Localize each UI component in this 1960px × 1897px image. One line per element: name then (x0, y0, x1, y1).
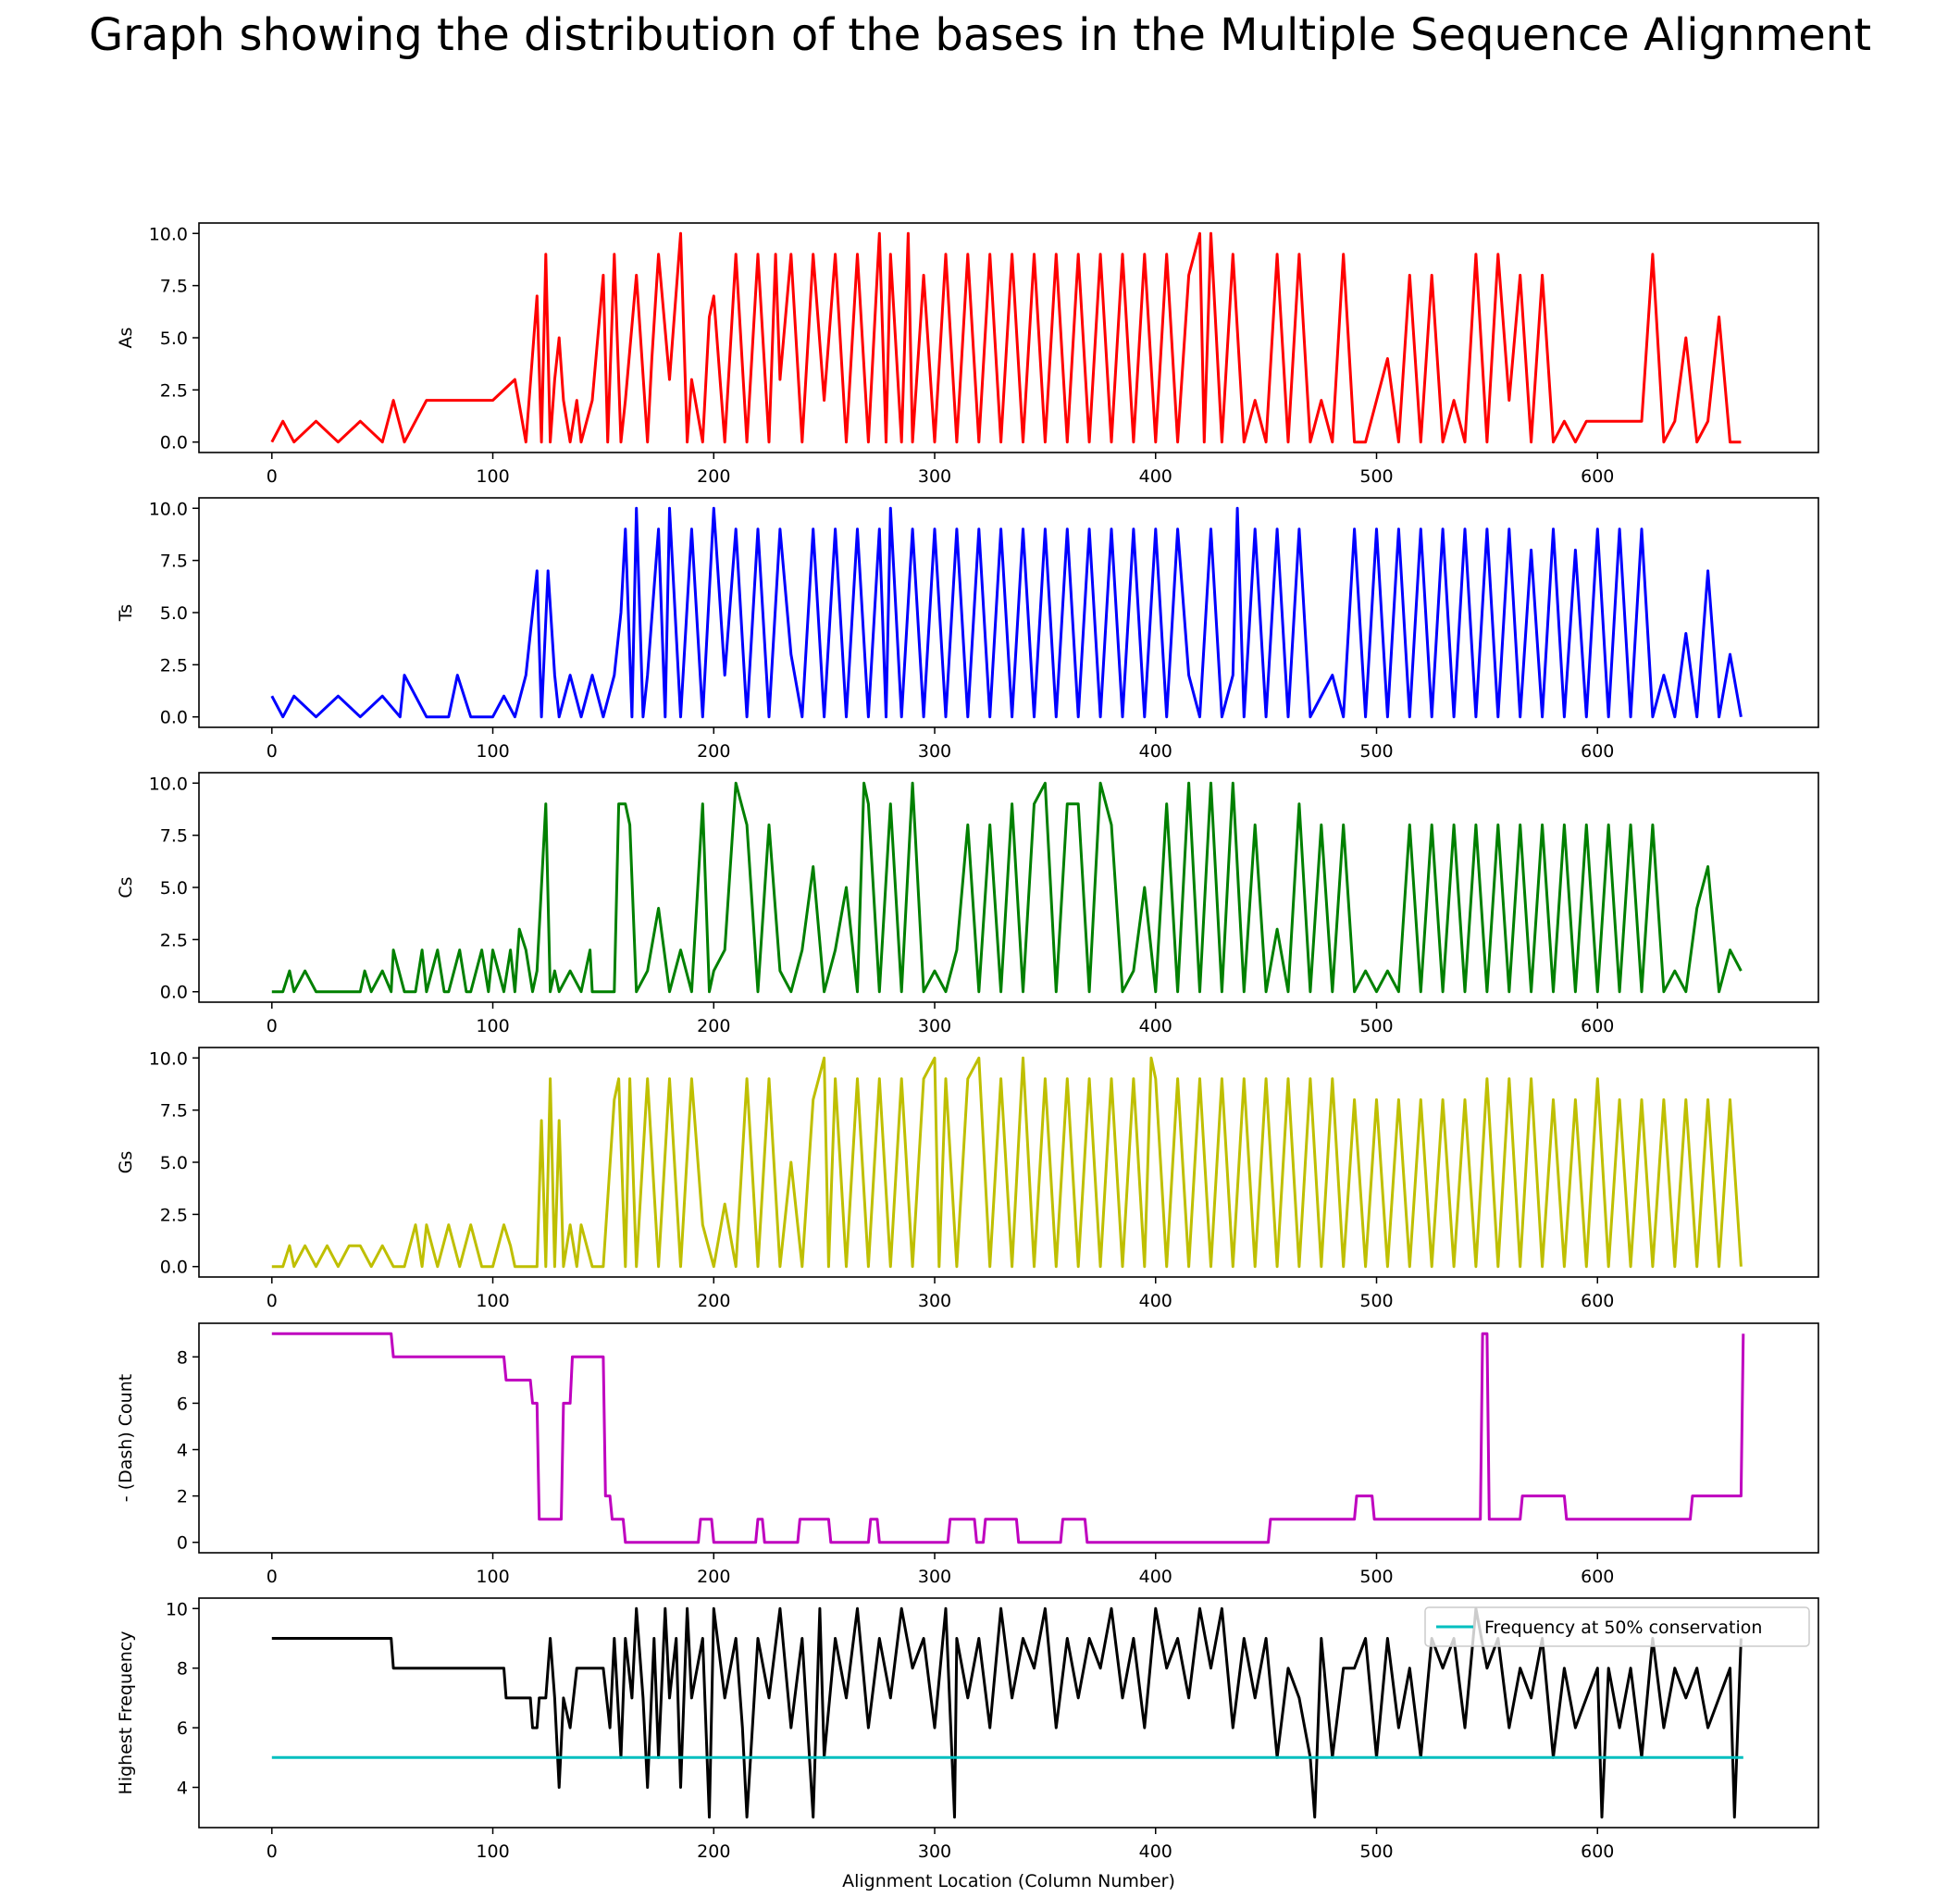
plot-frame-3 (198, 1047, 1819, 1278)
x-tick-label: 600 (1581, 1016, 1614, 1036)
x-tick-label: 100 (476, 1841, 509, 1862)
x-tick-label: 100 (476, 1567, 509, 1587)
x-tick-label: 600 (1581, 1841, 1614, 1862)
x-tick-label: 500 (1359, 741, 1393, 762)
legend-box (1424, 1606, 1810, 1647)
x-tick-label: 400 (1139, 1291, 1172, 1311)
y-tick-label: 5.0 (160, 603, 188, 624)
y-tick-label: 2 (177, 1487, 188, 1507)
plot-frame-1 (198, 497, 1819, 728)
x-tick-label: 0 (267, 1291, 278, 1311)
plot-frame-2 (198, 772, 1819, 1003)
y-tick-label: 5.0 (160, 1153, 188, 1173)
x-tick-label: 200 (697, 1841, 730, 1862)
x-tick-label: 500 (1359, 466, 1393, 487)
x-tick-label: 100 (476, 1291, 509, 1311)
series-line-1-0 (270, 506, 1743, 719)
y-tick-label: 7.5 (160, 277, 188, 297)
y-tick-label: 8 (177, 1347, 188, 1368)
figure-title: Graph showing the distribution of the ba… (88, 9, 1872, 61)
x-tick-label: 300 (918, 1841, 951, 1862)
y-tick-label: 7.5 (160, 1101, 188, 1122)
plot-frame-0 (198, 222, 1819, 453)
legend-label: Frequency at 50% conservation (1484, 1618, 1762, 1638)
x-tick-label: 0 (267, 1841, 278, 1862)
x-tick-label: 0 (267, 1567, 278, 1587)
x-tick-label: 200 (697, 466, 730, 487)
x-tick-label: 300 (918, 1016, 951, 1036)
x-tick-label: 300 (918, 1291, 951, 1311)
y-axis-title: Cs (116, 876, 136, 898)
y-axis-title: Gs (116, 1151, 136, 1174)
y-tick-label: 2.5 (160, 655, 188, 676)
plot-frame-4 (198, 1322, 1819, 1554)
x-tick-label: 400 (1139, 741, 1172, 762)
series-line-2-0 (271, 781, 1743, 994)
series-line-5-0 (271, 1606, 1743, 1819)
x-tick-label: 200 (697, 1016, 730, 1036)
y-tick-label: 0.0 (160, 433, 188, 453)
y-tick-label: 7.5 (160, 552, 188, 572)
series-line-4-0 (271, 1332, 1745, 1544)
plot-frame-5 (198, 1597, 1819, 1829)
y-tick-label: 10.0 (149, 774, 188, 794)
x-tick-label: 600 (1581, 466, 1614, 487)
x-tick-label: 200 (697, 1567, 730, 1587)
x-tick-label: 300 (918, 1567, 951, 1587)
y-tick-label: 4 (177, 1779, 188, 1799)
y-tick-label: 6 (177, 1394, 188, 1414)
x-tick-label: 500 (1359, 1291, 1393, 1311)
x-tick-label: 0 (267, 741, 278, 762)
x-tick-label: 400 (1139, 466, 1172, 487)
x-tick-label: 300 (918, 466, 951, 487)
x-tick-label: 100 (476, 466, 509, 487)
y-tick-label: 0.0 (160, 983, 188, 1003)
series-line-3-0 (271, 1056, 1743, 1269)
x-axis-title: Alignment Location (Column Number) (842, 1871, 1175, 1891)
y-tick-label: 0 (177, 1533, 188, 1554)
x-tick-label: 600 (1581, 1291, 1614, 1311)
x-tick-label: 500 (1359, 1016, 1393, 1036)
x-tick-label: 500 (1359, 1841, 1393, 1862)
y-tick-label: 10.0 (149, 1048, 188, 1069)
y-tick-label: 0.0 (160, 1258, 188, 1278)
x-tick-label: 500 (1359, 1567, 1393, 1587)
y-tick-label: 7.5 (160, 826, 188, 847)
x-tick-label: 0 (267, 466, 278, 487)
y-tick-label: 6 (177, 1718, 188, 1739)
y-tick-label: 2.5 (160, 1205, 188, 1225)
y-tick-label: 10.0 (149, 499, 188, 519)
x-tick-label: 100 (476, 741, 509, 762)
x-tick-label: 400 (1139, 1016, 1172, 1036)
x-tick-label: 200 (697, 1291, 730, 1311)
y-tick-label: 0.0 (160, 708, 188, 728)
y-axis-title: As (116, 328, 136, 349)
y-axis-title: Ts (116, 604, 136, 622)
x-tick-label: 200 (697, 741, 730, 762)
y-tick-label: 10.0 (149, 224, 188, 244)
x-tick-label: 400 (1139, 1841, 1172, 1862)
y-tick-label: 8 (177, 1659, 188, 1680)
y-axis-title: Highest Frequency (116, 1631, 136, 1795)
x-tick-label: 0 (267, 1016, 278, 1036)
x-tick-label: 600 (1581, 741, 1614, 762)
x-tick-label: 300 (918, 741, 951, 762)
x-tick-label: 600 (1581, 1567, 1614, 1587)
series-line-0-0 (270, 231, 1742, 444)
x-tick-label: 100 (476, 1016, 509, 1036)
y-tick-label: 2.5 (160, 380, 188, 401)
y-axis-title: - (Dash) Count (116, 1374, 136, 1502)
y-tick-label: 5.0 (160, 878, 188, 899)
y-tick-label: 4 (177, 1441, 188, 1461)
y-tick-label: 10 (166, 1599, 188, 1619)
y-tick-label: 2.5 (160, 930, 188, 950)
x-tick-label: 400 (1139, 1567, 1172, 1587)
y-tick-label: 5.0 (160, 329, 188, 349)
